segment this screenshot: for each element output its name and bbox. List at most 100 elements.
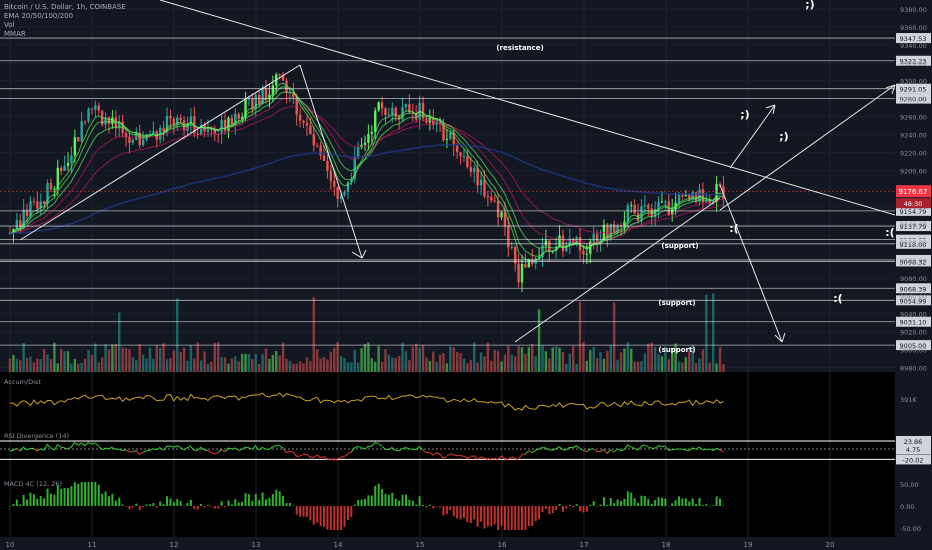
volume-bar	[70, 363, 73, 372]
candle-body	[414, 112, 418, 120]
volume-bar	[541, 345, 544, 372]
chart-annotation: (support)	[658, 346, 695, 354]
rsi-line-segment	[163, 445, 168, 451]
macd-histogram-bar	[77, 483, 80, 506]
macd-histogram-bar	[142, 506, 145, 508]
rsi-line-segment	[419, 446, 424, 451]
volume-bar	[29, 356, 32, 372]
macd-histogram-bar	[114, 500, 117, 506]
arrow-head	[885, 84, 896, 89]
macd-histogram-bar	[101, 493, 104, 506]
rsi-line-segment	[16, 448, 21, 452]
candle-body	[319, 145, 322, 156]
volume-bar	[616, 359, 619, 372]
candle-body	[22, 209, 25, 229]
macd-histogram-bar	[49, 493, 52, 506]
candle-body	[585, 253, 589, 255]
candle-body	[476, 168, 479, 186]
volume-bar	[36, 358, 39, 372]
volume-bar	[220, 357, 223, 372]
macd-histogram-bar	[309, 506, 312, 521]
volume-bar	[619, 352, 623, 372]
rsi-line-segment	[391, 447, 397, 451]
macd-histogram-bar	[200, 503, 203, 506]
macd-histogram-bar	[73, 482, 76, 506]
candle-body	[169, 116, 172, 119]
macd-histogram-bar	[486, 506, 489, 527]
macd-histogram-bar	[722, 505, 725, 507]
current-price-text: 9176.67	[899, 188, 928, 196]
candle-body	[442, 123, 445, 141]
macd-histogram-bar	[46, 488, 49, 506]
rsi-line-segment	[518, 454, 523, 460]
time-axis-label: 11	[88, 541, 97, 549]
macd-histogram-bar	[217, 506, 220, 509]
candle-body	[483, 179, 486, 197]
rsi-line-segment	[292, 451, 298, 458]
symbol-title: Bitcoin / U.S. Dollar, 1h, COINBASE	[4, 3, 126, 11]
macd-histogram-bar	[664, 498, 667, 506]
candle-body	[500, 212, 503, 218]
rsi-line-segment	[142, 450, 147, 453]
rsi-line-segment	[545, 447, 550, 451]
volume-bar	[326, 359, 329, 372]
macd-histogram-bar	[70, 486, 73, 506]
volume-bar	[104, 344, 107, 372]
volume-bar	[486, 342, 490, 372]
candle-body	[370, 132, 374, 134]
rsi-line-segment	[350, 447, 356, 453]
rsi-line-segment	[132, 449, 137, 453]
volume-bar	[135, 359, 138, 372]
volume-bar	[572, 345, 575, 372]
macd-histogram-bar	[418, 496, 421, 506]
rsi-line-segment	[9, 449, 14, 452]
macd-histogram-bar	[237, 502, 240, 506]
rsi-line-segment	[388, 446, 393, 451]
rsi-line-segment	[487, 457, 492, 461]
macd-histogram-bar	[408, 499, 411, 506]
rsi-line-segment	[620, 448, 625, 452]
rsi-line-segment	[313, 454, 318, 458]
rsi-level-text: -20.02	[903, 456, 924, 464]
rsi-line-segment	[64, 447, 69, 450]
volume-bar	[42, 349, 46, 372]
volume-bar	[305, 357, 309, 372]
rsi-line-segment	[101, 447, 106, 451]
candle-body	[333, 181, 336, 187]
candle-body	[510, 246, 513, 248]
volume-bar	[711, 293, 715, 372]
volume-bar	[449, 346, 452, 372]
candle-body	[176, 117, 179, 125]
candle-body	[12, 229, 15, 234]
rsi-line-segment	[316, 454, 321, 459]
macd-histogram-bar	[391, 492, 394, 506]
candle-body	[32, 201, 36, 203]
candle-body	[254, 94, 257, 110]
volume-bar	[582, 342, 585, 372]
candle-body	[520, 264, 524, 283]
candle-body	[459, 152, 462, 157]
level-tag-text: 9098.32	[900, 258, 927, 266]
rsi-line-segment	[631, 447, 635, 449]
price-axis-tick: 9200.00	[900, 167, 927, 175]
rsi-line-segment	[122, 449, 127, 452]
volume-bar	[350, 362, 353, 372]
volume-bar	[158, 347, 162, 372]
macd-histogram-bar	[633, 498, 636, 506]
rsi-line-segment	[525, 450, 530, 455]
volume-bar	[394, 358, 397, 372]
macd-histogram-bar	[176, 499, 179, 506]
macd-histogram-bar	[29, 492, 32, 506]
rsi-line-segment	[173, 445, 178, 448]
volume-bar	[244, 353, 247, 372]
price-axis-tick: 9220.00	[900, 149, 927, 157]
macd-histogram-bar	[234, 499, 237, 506]
volume-bar	[87, 350, 90, 372]
macd-histogram-bar	[381, 488, 384, 506]
macd-histogram-bar	[244, 493, 247, 506]
level-tag-text: 9005.00	[900, 342, 927, 350]
rsi-line-segment	[450, 452, 454, 456]
candle-body	[227, 117, 230, 131]
